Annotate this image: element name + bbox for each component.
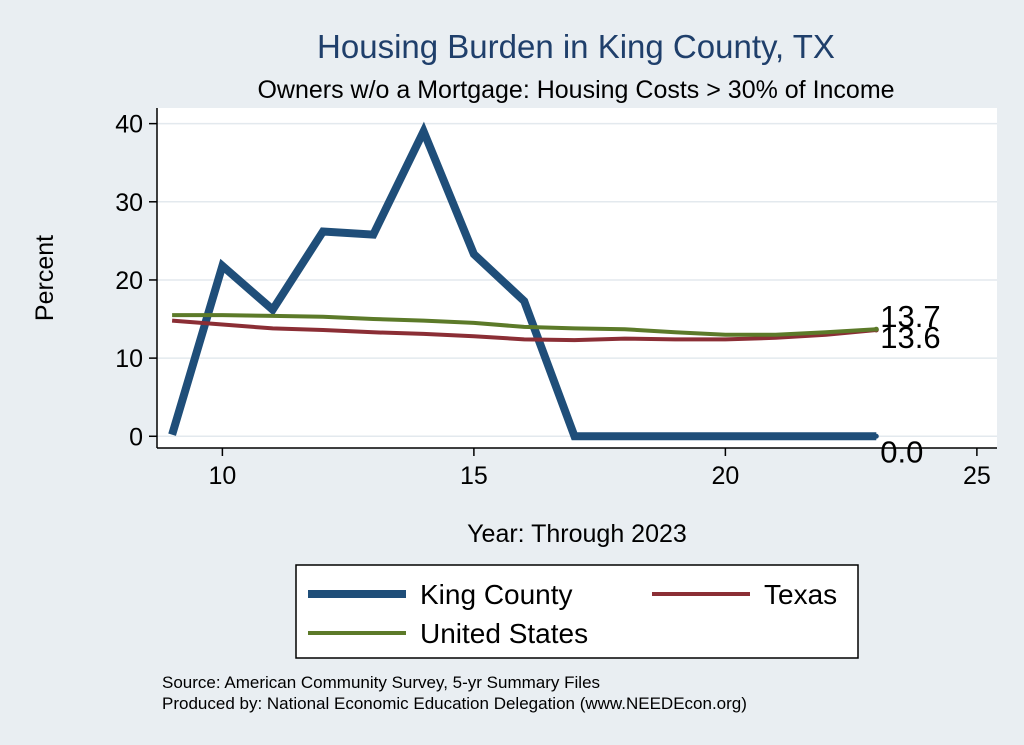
x-tick-label-25: 25 <box>963 462 991 490</box>
axes: 0 10 20 30 40 10 15 20 25 <box>115 108 997 490</box>
y-tick-label-10: 10 <box>115 345 143 373</box>
y-tick-label-20: 20 <box>115 267 143 295</box>
x-axis-title: Year: Through 2023 <box>467 520 687 548</box>
chart-subtitle: Owners w/o a Mortgage: Housing Costs > 3… <box>257 76 894 104</box>
y-tick-label-30: 30 <box>115 189 143 217</box>
end-label-king-county: 0.0 <box>880 434 923 469</box>
x-tick-label-20: 20 <box>711 462 739 490</box>
x-tick-label-10: 10 <box>208 462 236 490</box>
series-line-united-states <box>172 313 877 337</box>
chart-title: Housing Burden in King County, TX <box>317 28 835 65</box>
series-lines <box>168 121 879 441</box>
series-line-texas <box>171 318 877 343</box>
y-axis-title: Percent <box>31 235 59 321</box>
end-label-texas: 13.6 <box>880 320 940 355</box>
y-tick-label-0: 0 <box>129 423 143 451</box>
series-end-point-king-county <box>873 433 879 439</box>
end-labels: 0.0 13.613.7 <box>880 299 940 469</box>
x-tick-label-15: 15 <box>460 462 488 490</box>
source-note: Source: American Community Survey, 5-yr … <box>162 673 600 692</box>
end-label-united-states: 13.7 <box>880 299 940 334</box>
plot-area: 0 10 20 30 40 10 15 20 25 0.0 13.613.7 <box>115 108 997 490</box>
series-end-point-united-states <box>873 326 879 332</box>
legend: King County Texas United States <box>295 564 859 659</box>
legend-label-texas: Texas <box>764 579 837 610</box>
plot-background <box>157 108 997 448</box>
legend-box <box>295 564 859 659</box>
series-line-king-county <box>168 121 877 441</box>
legend-label-united-states: United States <box>420 618 588 649</box>
legend-label-king-county: King County <box>420 579 573 610</box>
produced-note: Produced by: National Economic Education… <box>162 694 747 713</box>
y-tick-label-40: 40 <box>115 111 143 139</box>
